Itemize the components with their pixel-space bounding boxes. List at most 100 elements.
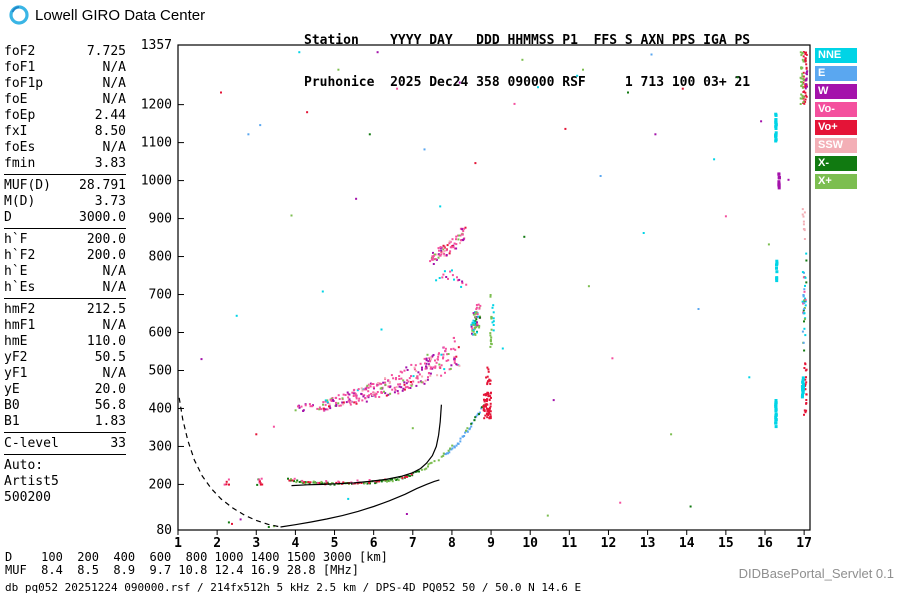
- param-name: hmE: [4, 334, 28, 349]
- param-foE: foE N/A: [4, 92, 126, 108]
- lgdc-globe-icon: [9, 5, 29, 25]
- param-name: 500200: [4, 490, 51, 505]
- param-value: 28.791: [79, 178, 126, 193]
- y-tick-label: 1357: [141, 38, 172, 53]
- param-value: N/A: [102, 264, 126, 279]
- ionogram-echo-points: [178, 51, 809, 528]
- muf-distance-row: D 100 200 400 600 800 1000 1400 1500 300…: [5, 550, 388, 564]
- y-tick-label: 1100: [141, 136, 172, 151]
- param-group-5: Auto: Artist5 500200: [4, 458, 126, 508]
- param-hmF2: hmF2 212.5: [4, 302, 126, 318]
- param-name: h`F2: [4, 248, 36, 263]
- y-tick-label: 500: [149, 363, 172, 378]
- param-value: 50.5: [94, 350, 126, 365]
- param-MUFD: MUF(D) 28.791: [4, 178, 126, 194]
- param-value: 110.0: [86, 334, 126, 349]
- x-tick-label: 4: [291, 536, 299, 551]
- legend-item-Vo-: Vo-: [815, 102, 857, 117]
- true-height-profile-solid: [280, 479, 440, 528]
- param-name: foF1: [4, 60, 36, 75]
- logo-title: Lowell GIRO Data Center: [35, 6, 206, 24]
- param-value: 3000.0: [79, 210, 126, 225]
- param-Artist5: Artist5: [4, 474, 126, 490]
- param-value: N/A: [102, 140, 126, 155]
- lgdc-logo: Lowell GIRO Data Center: [8, 4, 205, 26]
- param-name: foE: [4, 92, 28, 107]
- y-tick-label: 1200: [141, 98, 172, 113]
- param-name: foEp: [4, 108, 36, 123]
- legend-item-X+: X+: [815, 174, 857, 189]
- x-tick-label: 12: [601, 536, 617, 551]
- param-hE: h`E N/A: [4, 264, 126, 280]
- legend-item-Vo+: Vo+: [815, 120, 857, 135]
- transmission-curve-dashed: [178, 397, 281, 528]
- param-name: foF1p: [4, 76, 44, 91]
- param-value: N/A: [102, 76, 126, 91]
- param-name: fmin: [4, 156, 36, 171]
- y-tick-label: 200: [149, 477, 172, 492]
- param-name: fxI: [4, 124, 28, 139]
- param-value: 200.0: [86, 248, 126, 263]
- param-MD: M(D) 3.73: [4, 194, 126, 210]
- param-group-4: C-level 33: [4, 436, 126, 455]
- param-fmin: fmin 3.83: [4, 156, 126, 172]
- x-tick-label: 10: [522, 536, 538, 551]
- y-tick-label: 80: [156, 523, 172, 538]
- y-tick-label: 300: [149, 439, 172, 454]
- plot-axes: 1 2 3 4 5 6 7 8 9 10 11 12 13 14 15 16 17802003004005006…: [141, 38, 812, 551]
- param-name: h`F: [4, 232, 28, 247]
- param-name: foF2: [4, 44, 36, 59]
- o-trace-fit-solid: [291, 404, 442, 487]
- param-name: h`E: [4, 264, 28, 279]
- y-tick-label: 800: [149, 250, 172, 265]
- param-fxI: fxI 8.50: [4, 124, 126, 140]
- param-name: yF2: [4, 350, 28, 365]
- param-group-3: hmF2 212.5 hmF1 N/A hmE 110.0 yF2 50.5 yF1 N/A yE 2…: [4, 302, 126, 433]
- param-group-1: MUF(D) 28.791 M(D) 3.73 D 3000.0: [4, 178, 126, 229]
- param-name: C-level: [4, 436, 59, 451]
- param-foF1: foF1 N/A: [4, 60, 126, 76]
- y-tick-label: 1000: [141, 174, 172, 189]
- x-tick-label: 6: [370, 536, 378, 551]
- param-hF: h`F 200.0: [4, 232, 126, 248]
- param-yE: yE 20.0: [4, 382, 126, 398]
- param-foF2: foF2 7.725: [4, 44, 126, 60]
- x-tick-label: 8: [448, 536, 456, 551]
- param-value: 20.0: [94, 382, 126, 397]
- param-value: N/A: [102, 60, 126, 75]
- servlet-version-label: DIDBasePortal_Servlet 0.1: [738, 566, 894, 581]
- param-hmE: hmE 110.0: [4, 334, 126, 350]
- param-value: N/A: [102, 318, 126, 333]
- param-B1: B1 1.83: [4, 414, 126, 430]
- param-name: Artist5: [4, 474, 59, 489]
- param-value: 212.5: [86, 302, 126, 317]
- direction-legend: NNE E W Vo- Vo+ SSW X- X+: [815, 48, 857, 192]
- param-name: M(D): [4, 194, 36, 209]
- legend-item-SSW: SSW: [815, 138, 857, 153]
- param-B0: B0 56.8: [4, 398, 126, 414]
- x-tick-label: 13: [640, 536, 656, 551]
- y-tick-label: 900: [149, 212, 172, 227]
- x-tick-label: 15: [718, 536, 734, 551]
- param-Auto: Auto:: [4, 458, 126, 474]
- param-name: h`Es: [4, 280, 36, 295]
- param-value: N/A: [102, 92, 126, 107]
- param-value: 2.44: [94, 108, 126, 123]
- param-C-level: C-level 33: [4, 436, 126, 452]
- param-value: N/A: [102, 280, 126, 295]
- legend-item-NNE: NNE: [815, 48, 857, 63]
- param-foF1p: foF1p N/A: [4, 76, 126, 92]
- muf-values-row: MUF 8.4 8.5 8.9 9.7 10.8 12.4 16.9 28.8 …: [5, 563, 360, 577]
- param-value: N/A: [102, 366, 126, 381]
- param-name: Auto:: [4, 458, 44, 473]
- param-name: yF1: [4, 366, 28, 381]
- legend-item-X-: X-: [815, 156, 857, 171]
- param-yF2: yF2 50.5: [4, 350, 126, 366]
- param-value: 1.83: [94, 414, 126, 429]
- param-value: 200.0: [86, 232, 126, 247]
- param-group-2: h`F 200.0 h`F2 200.0 h`E N/A h`Es N/A: [4, 232, 126, 299]
- param-name: yE: [4, 382, 20, 397]
- param-500200: 500200: [4, 490, 126, 506]
